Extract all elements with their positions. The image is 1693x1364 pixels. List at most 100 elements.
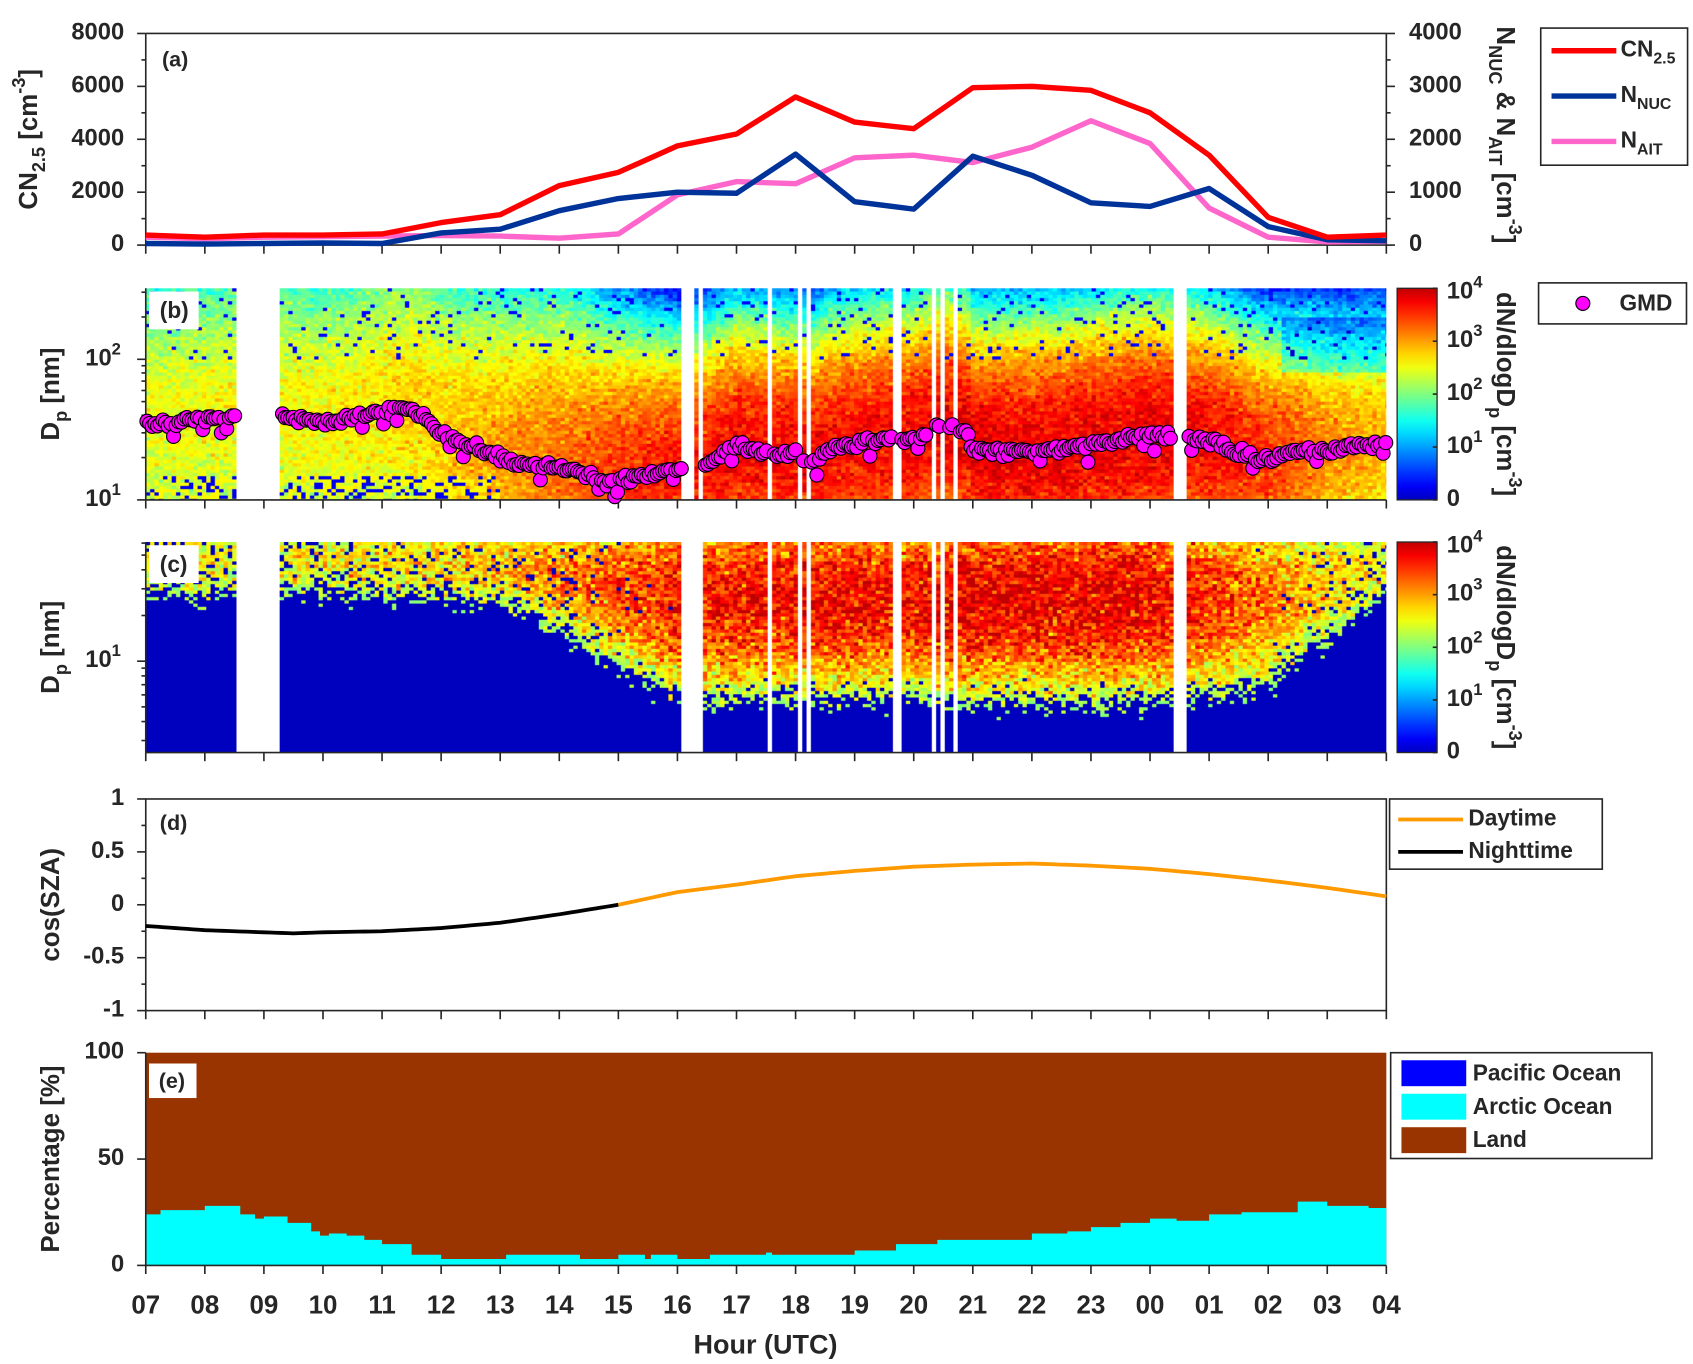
- y-axis-label-right-part: N: [1491, 26, 1519, 45]
- colorbar-tick-label: 103: [1447, 321, 1483, 353]
- colorbar-label-part: p: [1485, 407, 1505, 418]
- legend-label-gmd-part: GMD: [1620, 289, 1673, 315]
- panel-label-e-part: (e): [159, 1068, 185, 1093]
- y-tick-label: 1: [111, 784, 124, 811]
- colorbar-tick-label: 0: [1447, 738, 1460, 765]
- colorbar-label-part: p: [1485, 660, 1505, 671]
- x-tick-label-part: 15: [604, 1291, 633, 1319]
- legend-label-nighttime-part: Nighttime: [1468, 837, 1572, 863]
- y-tick-label-left: 8000: [71, 19, 124, 46]
- x-tick-label: 14: [545, 1291, 574, 1319]
- y-tick-label-part: -0.5: [83, 943, 124, 970]
- plot-frame-d: [144, 798, 1388, 1012]
- y-axis-label-right-part: -3: [1505, 219, 1525, 235]
- colorbar-label: dN/dlogDp [cm-3]: [1485, 292, 1525, 496]
- x-tick-label: 16: [663, 1291, 692, 1319]
- y-axis-label: Percentage [%]: [37, 1065, 65, 1252]
- legend-label-arctic-ocean: Arctic Ocean: [1473, 1093, 1613, 1119]
- panel-label-c: (c): [160, 551, 188, 577]
- y-tick-label: 102: [85, 339, 121, 371]
- colorbar-tick-label: 102: [1447, 374, 1483, 406]
- x-tick-label-part: 12: [427, 1291, 456, 1319]
- y-tick-label-part: 1: [112, 641, 121, 660]
- heatmap-b-canvas: [145, 288, 1387, 500]
- y-tick-label-part: 0: [111, 890, 124, 917]
- colorbar-tick-label-part: 10: [1447, 685, 1473, 712]
- y-tick-label: 0.5: [91, 837, 124, 864]
- gmd-point: [673, 461, 689, 477]
- x-tick-label: 01: [1195, 1291, 1224, 1319]
- x-tick-label: 11: [368, 1291, 395, 1319]
- panel-label-b-part: (b): [160, 297, 189, 323]
- y-tick-label: 101: [85, 641, 121, 673]
- y-axis-label-part: Percentage [%]: [37, 1065, 65, 1252]
- y-axis-label-part: p: [51, 411, 71, 422]
- y-tick-label-left-part: 0: [111, 230, 124, 257]
- legend-swatch-arctic-ocean: [1401, 1093, 1467, 1120]
- y-tick-label-right: 4000: [1409, 19, 1462, 46]
- y-tick-label-part: -1: [103, 996, 124, 1023]
- colorbar-b: [1396, 287, 1438, 501]
- y-axis-label-left-part: [cm: [15, 94, 43, 147]
- x-tick-label-part: 22: [1017, 1291, 1046, 1319]
- colorbar-tick-label-part: 10: [1447, 278, 1473, 305]
- y-tick-label-part: 2: [112, 339, 121, 358]
- y-tick-label-right: 1000: [1409, 177, 1462, 204]
- legend-box-d: [1388, 798, 1604, 870]
- series-line-NNUC: [145, 151, 1387, 247]
- y-tick-label: 0: [111, 1251, 124, 1278]
- x-tick-label-part: 17: [722, 1291, 751, 1319]
- legend-label-land: Land: [1473, 1126, 1527, 1152]
- legend-swatch-land: [1401, 1127, 1467, 1154]
- y-tick-label-part: 10: [85, 646, 111, 673]
- colorbar-label-part: dN/dlogD: [1491, 292, 1519, 407]
- x-tick-label-part: 20: [899, 1291, 928, 1319]
- gmd-point: [809, 467, 825, 483]
- colorbar-label-part: [cm: [1491, 418, 1519, 471]
- gmd-point: [1162, 430, 1178, 446]
- panel-label-d-part: (d): [160, 810, 188, 835]
- panel-label-box-e: [148, 1063, 197, 1099]
- y-tick-label-right-part: 1000: [1409, 177, 1462, 204]
- y-tick-label-part: 10: [85, 485, 111, 512]
- legend-box-b: [1537, 282, 1688, 325]
- y-axis-label-left-part: 2.5: [29, 147, 49, 172]
- x-tick-label-part: 11: [368, 1291, 395, 1319]
- colorbar-label-part: ]: [1491, 488, 1519, 497]
- colorbar-tick-label-part: 2: [1473, 627, 1482, 646]
- x-tick-label: 17: [722, 1291, 751, 1319]
- x-tick-label-part: 14: [545, 1291, 574, 1319]
- y-tick-label-right-part: 2000: [1409, 125, 1462, 152]
- legend-label-CN2.5: CN2.5: [1621, 36, 1676, 68]
- colorbar-tick-label-part: 10: [1447, 580, 1473, 607]
- panel-label-box-b: [148, 291, 199, 330]
- y-axis-label-right-part: NUC: [1485, 45, 1505, 84]
- y-tick-label-right-part: 3000: [1409, 72, 1462, 99]
- colorbar-tick-label: 101: [1447, 427, 1483, 459]
- gmd-point: [788, 442, 804, 458]
- colorbar-tick-label-part: 0: [1447, 738, 1460, 765]
- gmd-point: [1378, 435, 1394, 451]
- colorbar-tick-label-part: 0: [1447, 485, 1460, 512]
- x-tick-label-part: 00: [1136, 1291, 1165, 1319]
- legend-label-land-part: Land: [1473, 1126, 1527, 1152]
- colorbar-label-part: dN/dlogD: [1491, 545, 1519, 660]
- x-tick-label-part: 07: [131, 1291, 160, 1319]
- y-axis-label-right-part: ]: [1491, 235, 1519, 244]
- y-tick-label-part: 0.5: [91, 837, 124, 864]
- colorbar-tick-label: 104: [1447, 526, 1483, 558]
- y-axis-label-left: CN2.5 [cm-3]: [9, 69, 49, 210]
- y-tick-label: 50: [98, 1144, 124, 1171]
- y-axis-label: cos(SZA): [37, 848, 65, 962]
- legend-label-arctic-ocean-part: Arctic Ocean: [1473, 1093, 1613, 1119]
- y-tick-label: 0: [111, 890, 124, 917]
- gmd-point: [1080, 454, 1096, 470]
- y-tick-label-left-part: 8000: [71, 19, 124, 46]
- x-tick-label: 10: [309, 1291, 338, 1319]
- legend-label-CN2.5-part: 2.5: [1653, 50, 1675, 67]
- colorbar-tick-label-part: 10: [1447, 432, 1473, 459]
- x-tick-label: 00: [1136, 1291, 1165, 1319]
- panel-label-e: (e): [159, 1068, 185, 1093]
- colorbar-label-part: ]: [1491, 741, 1519, 750]
- colorbar-tick-label-part: 10: [1447, 532, 1473, 559]
